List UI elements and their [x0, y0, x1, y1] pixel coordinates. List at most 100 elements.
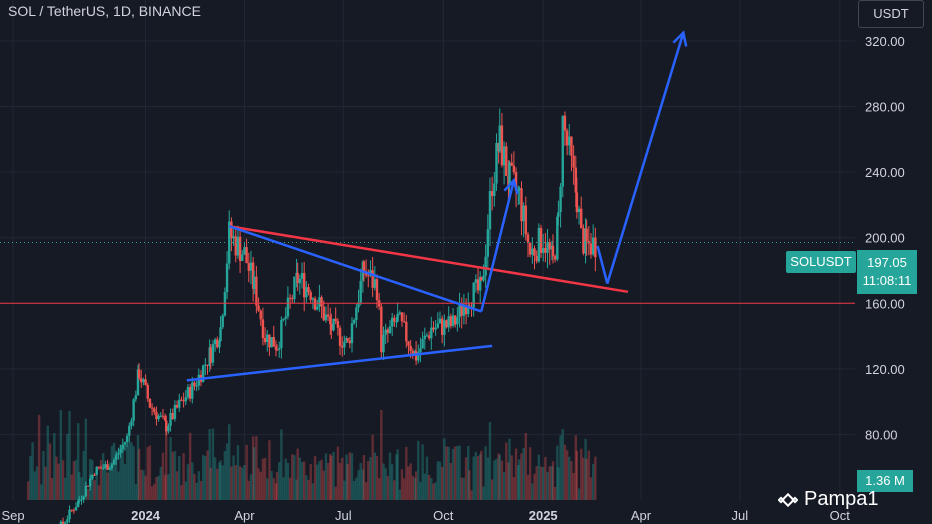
volume-bar [563, 444, 567, 500]
candle-body [454, 315, 457, 325]
candle-body [348, 340, 352, 344]
volume-bar [309, 464, 312, 500]
candle-body [161, 415, 165, 417]
candle-body [535, 255, 538, 262]
volume-bar [438, 461, 442, 500]
volume-bar [197, 471, 201, 500]
volume-bar [167, 474, 170, 500]
candle-body [146, 384, 149, 399]
volume-bar [99, 459, 103, 500]
symbol-tag: SOLUSDT [786, 251, 856, 273]
volume-bar [219, 460, 222, 500]
volume-bar [243, 464, 246, 500]
volume-bar [359, 463, 362, 500]
candle-body [528, 242, 532, 255]
arrow-head-icon [503, 177, 519, 195]
candle-body [300, 273, 304, 279]
candle-body [153, 408, 156, 413]
volume-bar [97, 485, 101, 500]
volume-bar [535, 465, 538, 500]
volume-bar [458, 445, 461, 500]
x-tick-label: Oct [433, 508, 454, 523]
candle-body [594, 237, 597, 258]
candle-body [584, 228, 587, 254]
volume-bar [575, 450, 579, 500]
candle-body [577, 208, 581, 213]
candle-body [460, 303, 463, 316]
candle-body [104, 464, 107, 468]
candle-body [409, 345, 412, 351]
candle-body [561, 115, 564, 187]
volume-bar [352, 480, 356, 500]
candle-body [563, 115, 567, 131]
currency-selector[interactable]: USDT [858, 0, 924, 28]
watermark-text: Pampa1 [804, 488, 879, 510]
volume-bar [86, 488, 90, 500]
volume-bar [398, 489, 401, 500]
volume-bar [180, 485, 183, 500]
candle-body [445, 320, 448, 328]
candle-body [282, 318, 285, 320]
volume-bar [449, 462, 453, 500]
candle-body [447, 316, 450, 328]
candle-body [384, 329, 387, 335]
volume-bar [407, 466, 410, 500]
x-tick-label: Apr [234, 508, 255, 523]
volume-bar [259, 471, 262, 500]
volume-bar [288, 477, 292, 500]
volume-bar [367, 461, 370, 500]
candle-body [59, 521, 63, 524]
volume-bar [330, 455, 333, 500]
volume-bar [84, 418, 88, 500]
candle-body [522, 205, 525, 222]
candle-body [204, 364, 207, 366]
volume-bar [474, 451, 478, 500]
candle-body [502, 146, 506, 166]
candle-body [537, 227, 541, 262]
volume-bar [500, 460, 504, 500]
volume-bar [169, 437, 172, 500]
candle-body [411, 350, 415, 356]
volume-bar [338, 463, 342, 500]
candle-body [232, 236, 235, 239]
candle-body [380, 306, 383, 353]
volume-bar [553, 486, 557, 500]
volume-bar [261, 458, 265, 500]
volume-bar [132, 446, 135, 500]
candle-body [221, 315, 224, 328]
volume-bar [346, 463, 349, 500]
volume-bar [95, 467, 98, 500]
volume-bar [574, 435, 577, 500]
volume-bar [582, 457, 585, 500]
candle-body [206, 364, 209, 366]
volume-bar [251, 436, 255, 500]
volume-bar [591, 464, 595, 500]
projection-arrow [480, 180, 516, 312]
y-tick-label: 160.00 [865, 296, 905, 311]
volume-bar [508, 438, 511, 500]
volume-bar [414, 471, 418, 500]
candle-body [553, 256, 557, 260]
volume-bar [510, 455, 513, 500]
candle-body [155, 412, 158, 420]
volume-bar [104, 467, 107, 500]
volume-bar [568, 456, 571, 500]
candle-body [201, 365, 205, 382]
volume-bar [178, 456, 181, 500]
candle-body [251, 262, 255, 289]
volume-bar [332, 451, 335, 500]
volume-bar [72, 461, 76, 500]
volume-bar [395, 454, 398, 500]
volume-bar [324, 453, 328, 500]
volume-bar [238, 466, 242, 500]
candle-body [302, 273, 306, 298]
x-tick-label: Apr [631, 508, 652, 523]
volume-bar [155, 476, 158, 500]
volume-bar [467, 446, 470, 500]
volume-bar [470, 490, 473, 500]
candle-body [125, 435, 129, 443]
volume-bar [456, 446, 459, 500]
candle-body [241, 254, 244, 262]
volume-bar [191, 462, 194, 500]
